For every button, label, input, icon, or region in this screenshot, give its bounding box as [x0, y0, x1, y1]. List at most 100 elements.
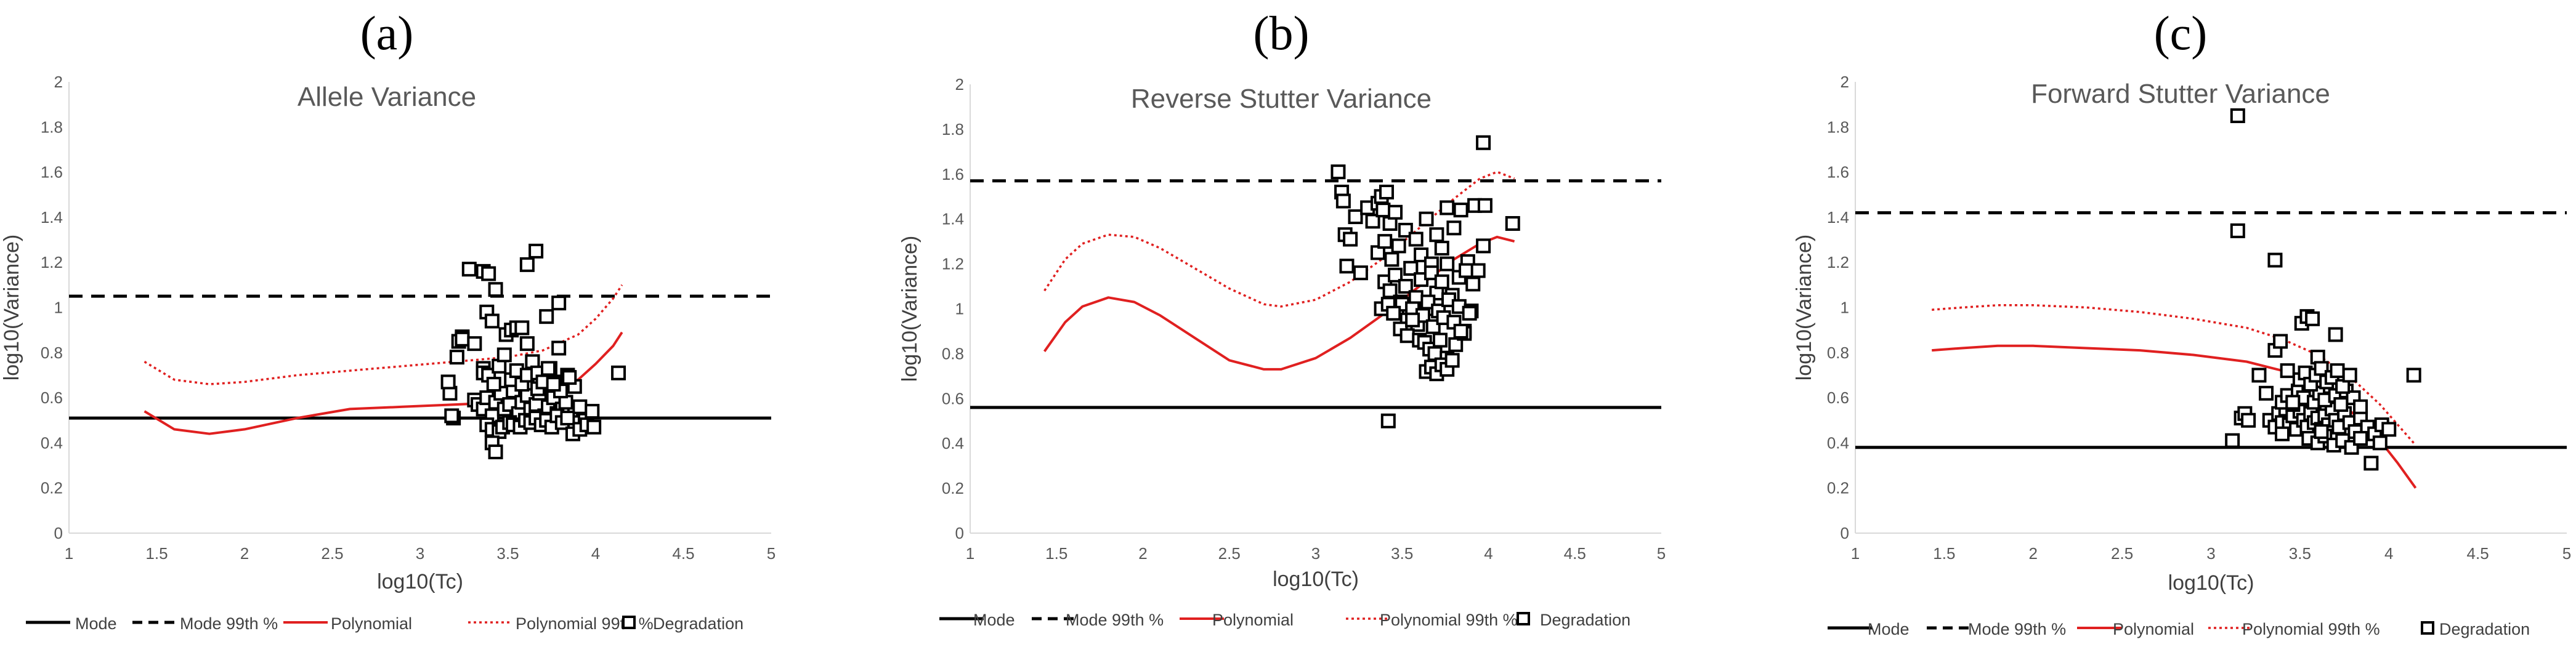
legend-degradation-swatch — [1517, 612, 1530, 625]
degradation-point — [1380, 413, 1396, 428]
legend-degradation-swatch — [622, 616, 636, 629]
degradation-point — [467, 336, 482, 352]
panel-label: (a) — [360, 6, 414, 60]
panel-a: (a) Allele Variance 1 1.5 2 2.5 3 3.5 4 4.5 5 0 0.2 0… — [0, 6, 776, 633]
degradation-point — [572, 399, 588, 414]
degradation-point — [2342, 368, 2357, 383]
degradation-point — [1405, 312, 1420, 328]
degradation-point — [1444, 353, 1460, 368]
y-tick-label: 0.6 — [1827, 388, 1849, 407]
degradation-point — [488, 282, 503, 297]
y-tick-label: 1.4 — [1827, 208, 1849, 227]
degradation-point — [546, 377, 561, 392]
degradation-point — [2273, 334, 2288, 349]
y-tick-label: 1.2 — [942, 255, 964, 273]
degradation-point — [1399, 328, 1415, 344]
degradation-point — [519, 257, 535, 272]
legend-label-polynomial: Polynomial — [331, 614, 412, 633]
degradation-point — [2275, 426, 2290, 441]
y-axis-label: log10(Variance) — [898, 236, 921, 382]
y-tick-label: 2 — [955, 75, 964, 94]
degradation-point — [1453, 203, 1468, 218]
degradation-point — [2314, 424, 2329, 440]
panel-label: (b) — [1254, 6, 1310, 60]
degradation-point — [2225, 433, 2240, 448]
degradation-point — [1343, 231, 1358, 247]
degradation-point — [1365, 214, 1380, 229]
degradation-point — [2285, 395, 2301, 410]
degradation-point — [1446, 220, 1462, 236]
y-axis-label: log10(Variance) — [1792, 235, 1816, 381]
y-tick-label: 0.4 — [41, 433, 63, 452]
degradation-point — [514, 320, 530, 336]
degradation-point — [1388, 267, 1403, 283]
y-axis-label: log10(Variance) — [0, 235, 23, 381]
degradation-point — [611, 365, 626, 380]
polynomial-curve — [1043, 235, 1515, 371]
degradation-point — [1432, 332, 1448, 348]
legend-label-mode-99: Mode 99th % — [1066, 611, 1164, 629]
degradation-point — [1429, 227, 1444, 243]
degradation-point — [560, 411, 575, 426]
degradation-point — [1462, 305, 1477, 321]
x-tick-label: 2 — [2029, 544, 2038, 563]
y-tick-label: 1.8 — [942, 120, 964, 139]
degradation-point — [2230, 108, 2245, 123]
degradation-point — [444, 408, 460, 424]
degradation-point — [2372, 435, 2388, 451]
degradation-point — [2363, 456, 2379, 471]
y-tick-label: 0 — [54, 524, 63, 542]
degradation-point — [1377, 234, 1393, 249]
chart-title: Allele Variance — [298, 82, 476, 112]
degradation-point — [1403, 260, 1419, 276]
degradation-point — [1419, 211, 1434, 227]
y-tick-label: 1.8 — [1827, 118, 1849, 136]
degradation-point — [2353, 399, 2368, 414]
y-tick-label: 0.4 — [942, 434, 964, 452]
degradation-point — [1379, 184, 1395, 199]
x-tick-label: 1.5 — [145, 544, 168, 563]
degradation-point — [449, 350, 464, 365]
x-tick-label: 1 — [966, 544, 974, 563]
x-tick-label: 4 — [2384, 544, 2393, 563]
degradation-point — [2353, 431, 2368, 446]
degradation-point — [2267, 252, 2283, 268]
x-tick-label: 3 — [416, 544, 424, 563]
y-tick-label: 0.6 — [41, 388, 63, 407]
y-tick-label: 1.8 — [41, 118, 63, 136]
degradation-point — [2251, 368, 2267, 383]
legend-degradation-swatch — [2421, 621, 2434, 635]
y-tick-label: 0.8 — [41, 344, 63, 362]
degradation-point — [2330, 363, 2345, 379]
legend-label-mode-99: Mode 99th % — [180, 614, 278, 633]
degradation-point — [1353, 265, 1368, 281]
degradation-point — [1465, 276, 1481, 292]
degradation-point — [1434, 241, 1449, 256]
panel-label: (c) — [2154, 6, 2208, 60]
legend-label-mode-99: Mode 99th % — [1968, 620, 2066, 638]
x-tick-label: 1.5 — [1933, 544, 1955, 563]
degradation-point — [562, 370, 577, 385]
x-tick-label: 2.5 — [1218, 544, 1241, 563]
x-tick-label: 1 — [65, 544, 73, 563]
degradation-point — [2280, 363, 2295, 379]
x-tick-label: 5 — [2562, 544, 2571, 563]
degradation-point — [2406, 368, 2421, 383]
x-tick-label: 2.5 — [321, 544, 343, 563]
degradation-point — [488, 444, 503, 460]
y-tick-label: 0.8 — [942, 344, 964, 363]
y-tick-label: 2 — [1841, 73, 1849, 91]
degradation-point — [529, 243, 544, 259]
polynomial-99-curve — [144, 284, 623, 385]
x-tick-label: 2.5 — [2111, 544, 2133, 563]
legend-label-polynomial: Polynomial — [1212, 611, 1294, 629]
y-tick-label: 1.4 — [942, 210, 964, 228]
degradation-point — [2381, 422, 2397, 437]
degradation-point — [1476, 135, 1491, 150]
x-tick-label: 1 — [1851, 544, 1860, 563]
y-tick-label: 1.2 — [1827, 253, 1849, 271]
y-tick-label: 1.6 — [942, 165, 964, 183]
x-axis-label: log10(Tc) — [377, 570, 463, 593]
legend-label-degradation: Degradation — [2439, 620, 2530, 638]
